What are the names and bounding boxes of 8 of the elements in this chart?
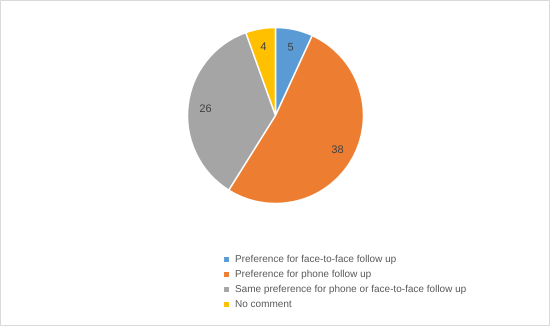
legend-label: No comment xyxy=(235,298,292,310)
data-label: 26 xyxy=(199,102,212,115)
data-label: 4 xyxy=(260,41,267,54)
legend-label: Same preference for phone or face-to-face follow up xyxy=(235,283,466,295)
legend-label: Preference for face-to-face follow up xyxy=(235,253,396,265)
data-label: 5 xyxy=(287,42,294,54)
data-label: 38 xyxy=(331,144,344,156)
legend-label: Preference for phone follow up xyxy=(235,268,372,280)
